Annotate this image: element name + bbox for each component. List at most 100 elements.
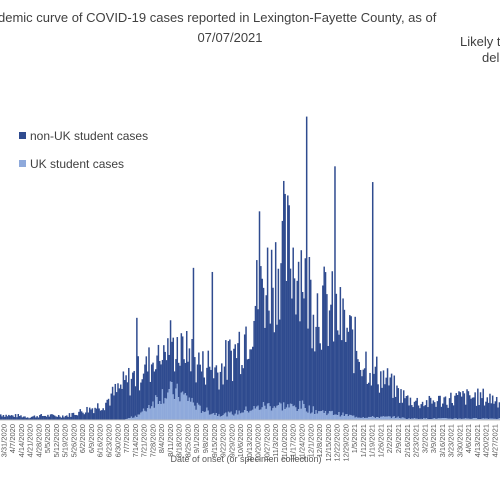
bar-non-uk: [37, 417, 40, 420]
bar-uk: [332, 415, 335, 420]
bar-uk: [308, 405, 311, 420]
bar-uk: [304, 408, 307, 420]
bar-uk: [237, 414, 239, 420]
bar-non-uk: [152, 362, 154, 402]
bar-uk: [207, 410, 210, 420]
bar-non-uk: [0, 414, 2, 420]
bar-non-uk: [239, 374, 242, 414]
bar-uk: [202, 411, 204, 420]
bar-uk: [206, 407, 208, 420]
bar-non-uk: [86, 406, 88, 420]
bar-non-uk: [192, 267, 195, 403]
bar-uk: [351, 415, 354, 420]
bar-non-uk: [71, 413, 73, 420]
bar-non-uk: [66, 415, 68, 420]
bar-non-uk: [196, 364, 199, 403]
x-tick-label: 8/4/2020: [157, 424, 166, 453]
bar-non-uk: [75, 415, 77, 420]
bar-uk: [490, 418, 493, 420]
bar-non-uk: [483, 405, 486, 419]
bar-non-uk: [4, 416, 6, 420]
bar-uk: [359, 417, 362, 420]
bar-non-uk: [454, 395, 456, 419]
bar-uk: [402, 417, 405, 420]
bar-non-uk: [161, 359, 164, 390]
x-axis-label: Date of onset (or specimen collection): [170, 454, 321, 464]
bar-uk: [210, 414, 212, 420]
bar-non-uk: [378, 392, 381, 419]
bar-non-uk: [128, 367, 130, 419]
bar-non-uk: [423, 406, 425, 419]
bar-uk: [185, 395, 188, 420]
x-tick-label: 4/7/2020: [8, 424, 17, 453]
bar-non-uk: [486, 397, 489, 419]
bar-uk: [277, 405, 280, 420]
bar-uk: [481, 418, 483, 420]
bar-non-uk: [283, 180, 285, 403]
bar-uk: [435, 418, 437, 420]
x-tick-label: 9/1/2020: [192, 424, 201, 453]
bar-non-uk: [123, 379, 126, 420]
bar-non-uk: [175, 359, 177, 389]
bar-uk: [450, 418, 452, 420]
bar-non-uk: [370, 385, 373, 417]
bar-non-uk: [82, 412, 84, 420]
annotation-line1: Likely t: [460, 34, 500, 49]
bar-uk: [338, 412, 340, 420]
bar-uk: [327, 413, 329, 420]
bar-non-uk: [494, 401, 497, 419]
bar-non-uk: [121, 388, 123, 420]
bar-non-uk: [210, 369, 212, 415]
bar-non-uk: [459, 392, 462, 419]
bar-non-uk: [326, 294, 328, 416]
bar-non-uk: [456, 395, 459, 419]
bar-non-uk: [303, 298, 305, 405]
bar-non-uk: [424, 405, 427, 419]
bar-uk: [470, 418, 472, 420]
x-tick-label: 11/3/2020: [271, 424, 280, 457]
bar-non-uk: [223, 366, 226, 414]
bar-uk: [214, 414, 216, 420]
bar-non-uk: [32, 416, 34, 420]
bar-non-uk: [144, 364, 146, 411]
bar-non-uk: [288, 205, 290, 408]
bar-uk: [273, 406, 276, 420]
bar-uk: [365, 417, 367, 420]
bar-non-uk: [211, 271, 214, 414]
bar-uk: [233, 415, 235, 420]
bar-non-uk: [435, 406, 437, 419]
bar-non-uk: [295, 314, 297, 408]
bar-uk: [382, 416, 385, 420]
x-tick-label: 12/22/2020: [333, 424, 342, 462]
bar-uk: [173, 399, 176, 420]
bar-uk: [326, 415, 328, 420]
bar-non-uk: [292, 247, 294, 407]
bar-uk: [446, 418, 448, 420]
bar-uk: [163, 403, 165, 420]
bar-uk: [347, 416, 350, 420]
bar-non-uk: [29, 417, 32, 420]
bar-uk: [265, 408, 267, 420]
bar-non-uk: [168, 354, 170, 390]
bar-non-uk: [12, 415, 14, 420]
x-tick-label: 7/28/2020: [148, 424, 157, 457]
bar-non-uk: [495, 396, 498, 419]
bar-non-uk: [212, 378, 215, 413]
bar-non-uk: [253, 320, 255, 407]
bar-uk: [291, 403, 293, 420]
bar-uk: [451, 418, 453, 420]
x-tick-label: 11/24/2020: [297, 424, 306, 461]
bar-non-uk: [242, 368, 245, 413]
bar-uk: [270, 410, 273, 420]
bar-non-uk: [117, 383, 119, 420]
bar-uk: [234, 413, 236, 420]
bar-non-uk: [52, 414, 55, 420]
bar-non-uk: [311, 348, 313, 413]
bar-non-uk: [41, 415, 44, 420]
bar-non-uk: [24, 416, 26, 420]
bar-uk: [231, 414, 234, 420]
bar-non-uk: [200, 371, 203, 413]
x-tick-label: 3/30/2021: [455, 424, 464, 457]
bar-non-uk: [215, 365, 218, 414]
bar-non-uk: [444, 396, 447, 419]
